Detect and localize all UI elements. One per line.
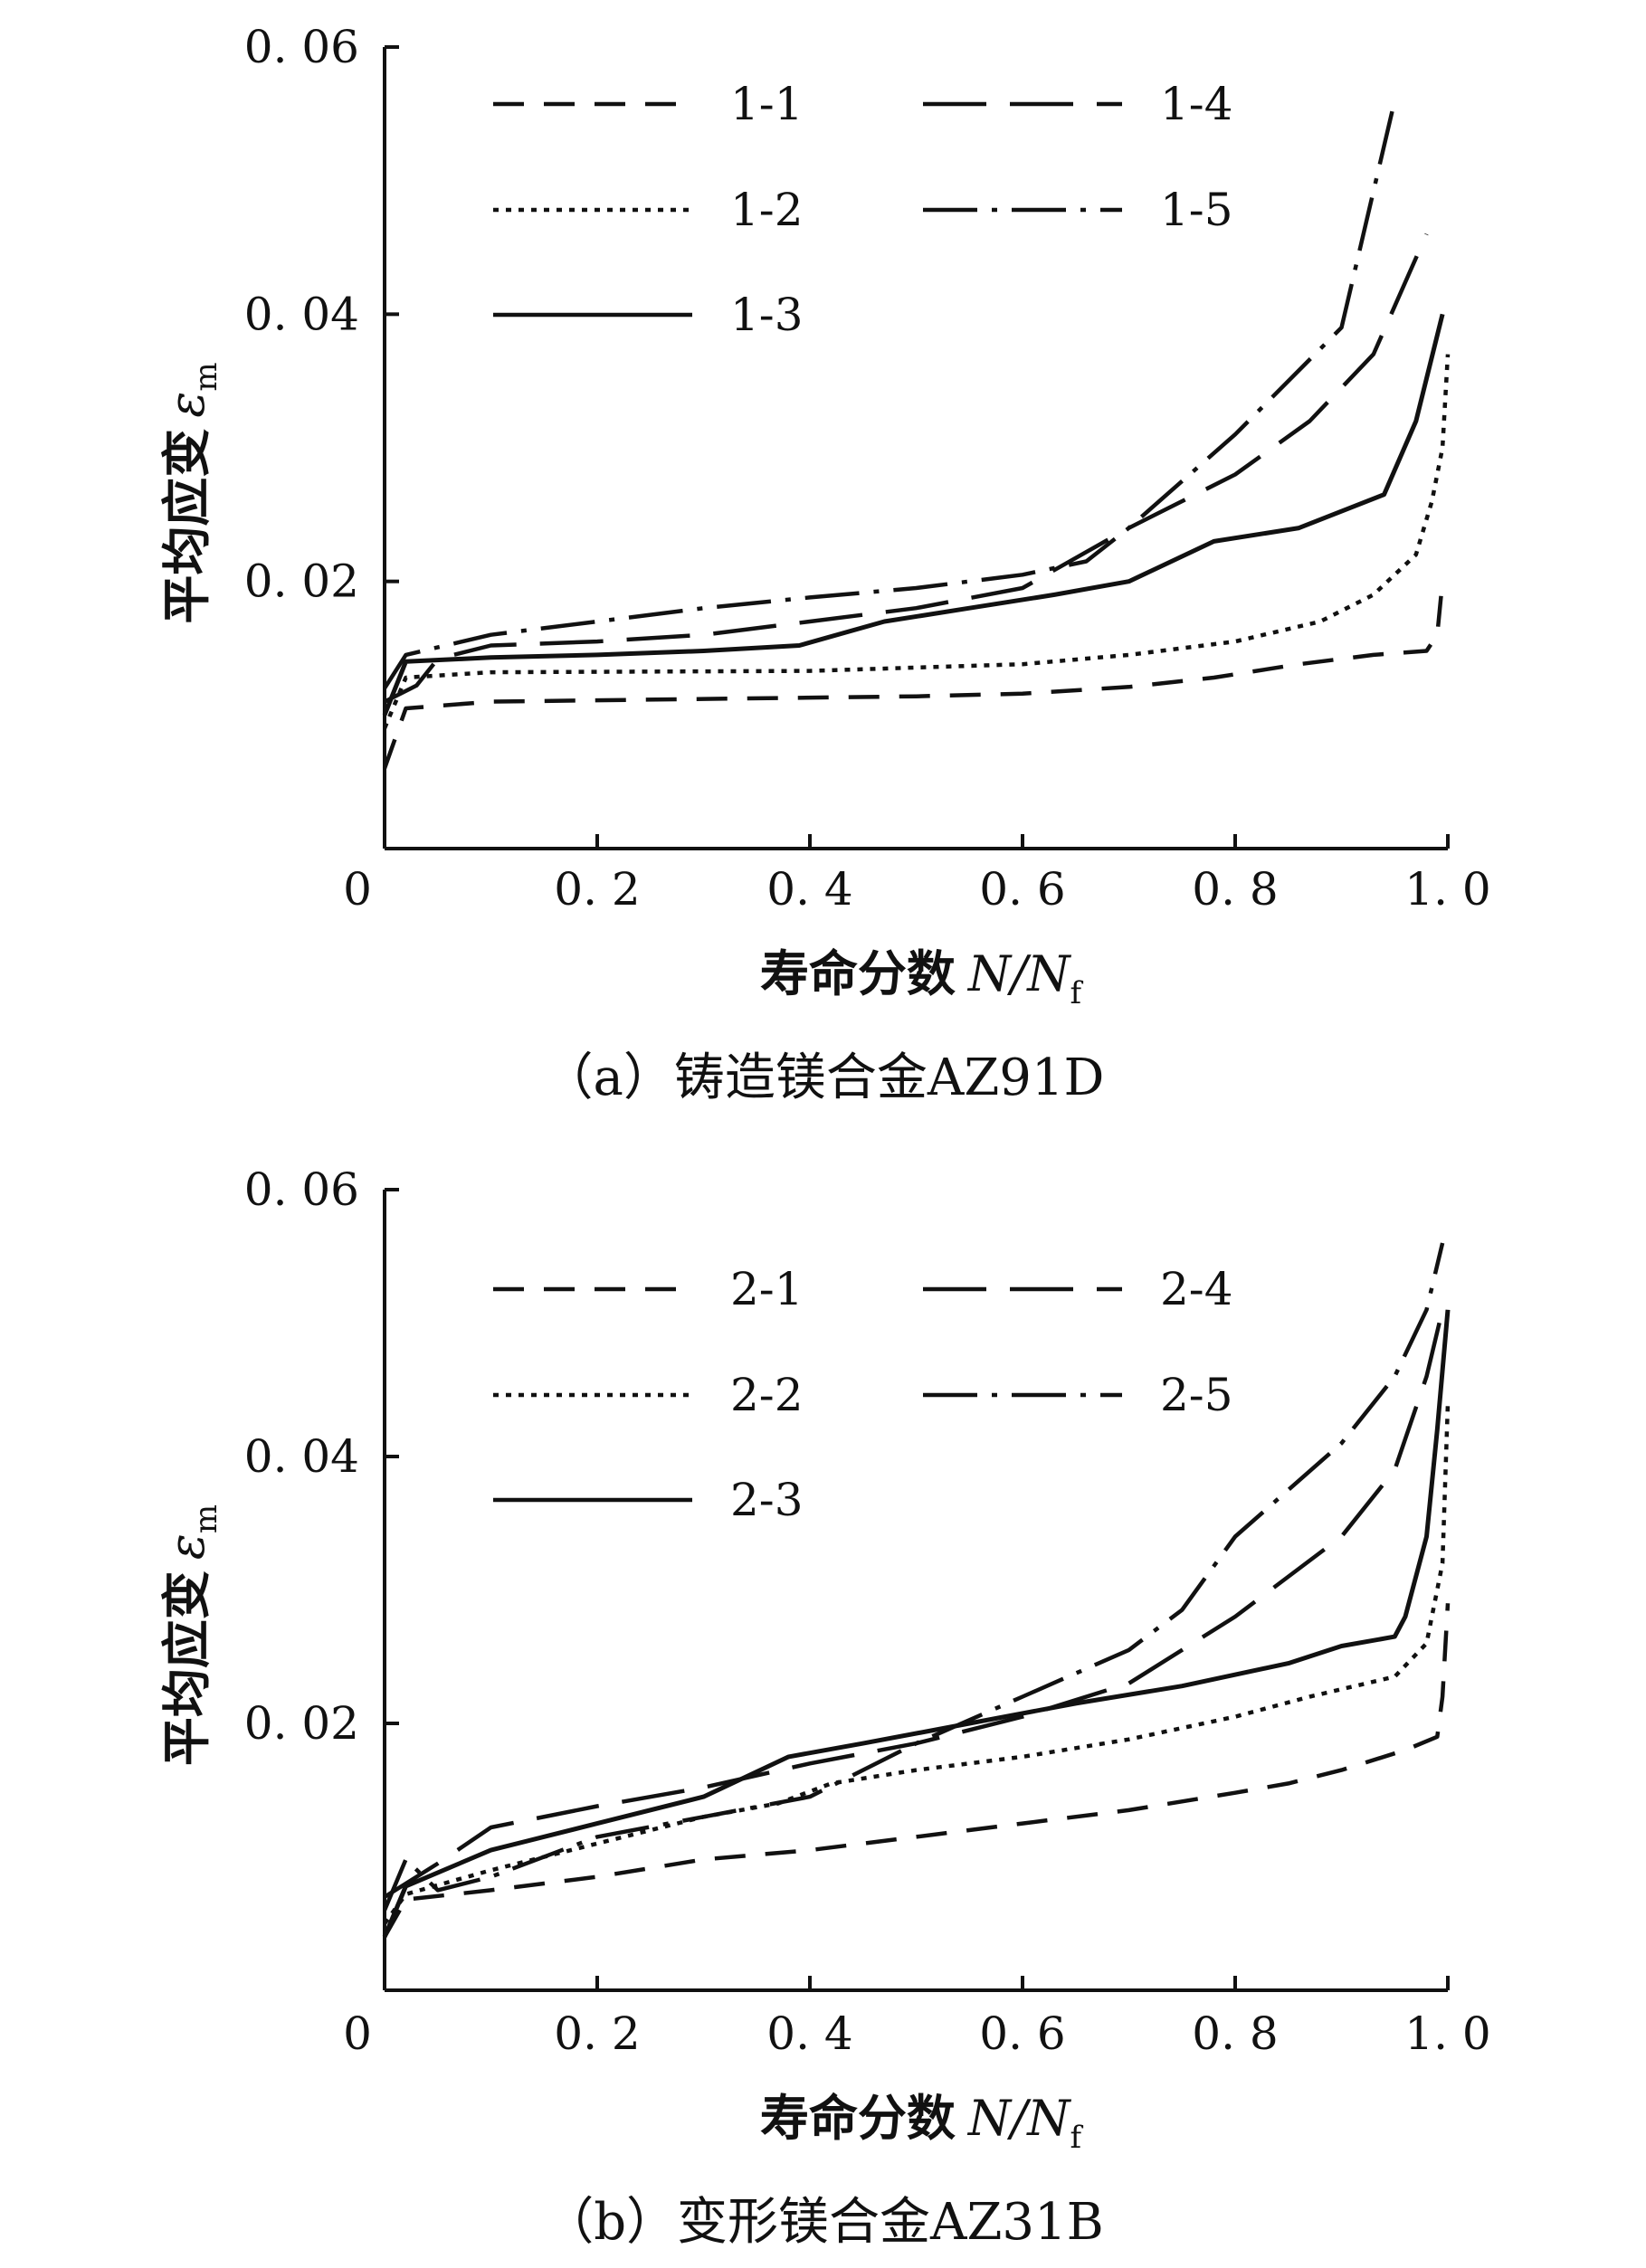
series-line-1-2 [382, 354, 1451, 729]
x-tick-label: 1. 0 [1404, 863, 1490, 916]
legend-label-1-1: 1-1 [730, 78, 804, 130]
x-axis-title: 寿命分数 N/Nf [760, 2089, 1084, 2156]
series-line-1-1 [382, 581, 1445, 770]
legend-label-1-5: 1-5 [1160, 184, 1233, 236]
x-tick-label: 0. 8 [1192, 863, 1278, 916]
chart-panel-a: 0 0. 2 0. 4 0. 6 0. 8 1. 0 0. 02 0. 04 0. 06 平均应变… [157, 21, 1491, 1107]
x-tick-label: 0. 6 [979, 2007, 1065, 2060]
y-tick-label: 0. 02 [244, 555, 359, 608]
series-line-1-4 [383, 232, 1429, 704]
legend-label-2-3: 2-3 [730, 1474, 804, 1526]
x-axis-title-text: 寿命分数 [760, 944, 956, 1002]
legend-label-2-1: 2-1 [730, 1263, 804, 1315]
legend-label-2-5: 2-5 [1160, 1369, 1233, 1421]
legend-label-2-4: 2-4 [1160, 1263, 1233, 1315]
x-tick-label: 0 [343, 863, 372, 916]
x-tick-label: 0. 8 [1192, 2007, 1278, 2060]
panel-caption: （a）铸造镁合金AZ91D [543, 1049, 1105, 1107]
series-line-2-3 [382, 1309, 1451, 1938]
legend-label-1-4: 1-4 [1160, 78, 1233, 130]
x-tick-label: 0 [343, 2007, 372, 2060]
y-axis-symbol: ε [158, 1533, 215, 1560]
x-axis-title-text: 寿命分数 [760, 2089, 956, 2147]
x-tick-label: 0. 2 [554, 863, 640, 916]
series-line-2-4 [383, 1309, 1445, 1899]
y-tick-label: 0. 02 [244, 1697, 359, 1750]
y-axis-title: 平均应变 εm [157, 362, 224, 623]
legend-label-1-2: 1-2 [730, 184, 804, 236]
y-axis-symbol: ε [158, 392, 215, 418]
series-line-2-1 [383, 1603, 1451, 1939]
x-tick-label: 1. 0 [1404, 2007, 1490, 2060]
y-axis-title: 平均应变 εm [157, 1504, 224, 1766]
legend-label-1-3: 1-3 [730, 289, 804, 341]
y-tick-label: 0. 06 [244, 21, 359, 73]
x-axis-symbol: N/N [966, 945, 1071, 1002]
x-tick-label: 0. 6 [979, 863, 1065, 916]
chart-panel-b: 0 0. 2 0. 4 0. 6 0. 8 1. 0 0. 02 0. 04 0. 06 平均应变… [157, 1163, 1491, 2252]
series-line-2-5 [382, 1242, 1445, 1912]
y-tick-label: 0. 06 [244, 1163, 359, 1216]
x-axis-subscript: f [1070, 975, 1084, 1011]
x-axis-title: 寿命分数 N/Nf [760, 944, 1084, 1011]
series-line-1-3 [382, 313, 1445, 716]
y-tick-label: 0. 04 [244, 1430, 359, 1483]
legend-label-2-2: 2-2 [730, 1369, 804, 1421]
x-tick-label: 0. 4 [766, 863, 852, 916]
x-tick-label: 0. 4 [766, 2007, 852, 2060]
x-tick-label: 0. 2 [554, 2007, 640, 2060]
series-line-1-5 [383, 100, 1397, 690]
y-axis-subscript: m [188, 362, 224, 391]
y-axis-subscript: m [188, 1504, 224, 1533]
x-axis-subscript: f [1070, 2120, 1084, 2156]
y-axis-title-text: 平均应变 [157, 1571, 215, 1766]
y-tick-label: 0. 04 [244, 288, 359, 340]
legend: 2-1 2-2 2-3 2-4 2-5 [493, 1263, 1233, 1526]
y-axis-title-text: 平均应变 [157, 429, 215, 624]
legend: 1-1 1-2 1-3 1-4 1-5 [493, 78, 1233, 341]
panel-caption: （b）变形镁合金AZ31B [543, 2193, 1104, 2252]
x-axis-symbol: N/N [966, 2090, 1071, 2147]
